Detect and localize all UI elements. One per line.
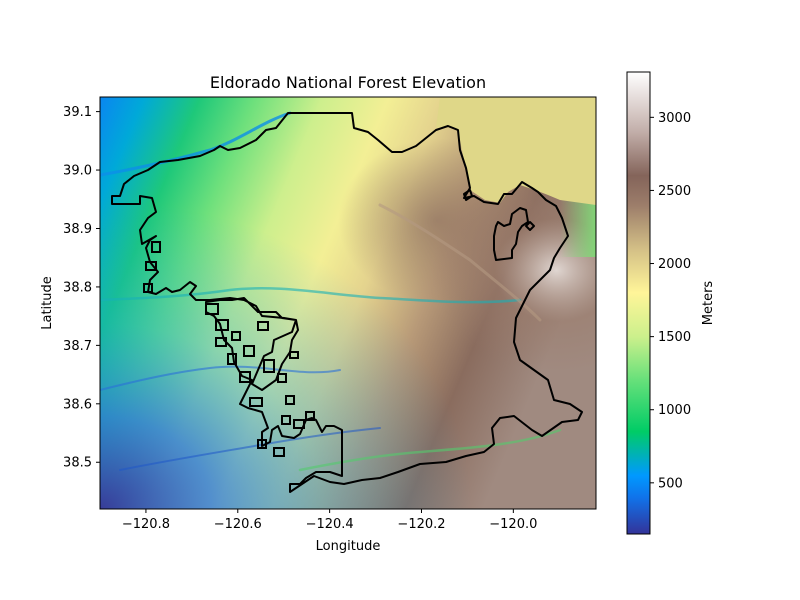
- high-plateau-lake: [436, 97, 596, 205]
- map-title: Eldorado National Forest Elevation: [210, 73, 486, 92]
- x-axis-label: Longitude: [316, 539, 381, 554]
- y-axis-label: Latitude: [40, 276, 55, 330]
- forest-boundary: [111, 112, 583, 493]
- map-axes: −120.8 −120.6 −120.4 −120.2 −120.0 38.538.63…: [40, 96, 597, 554]
- plot-frame: [99, 96, 597, 510]
- y-tick-label: 38.7: [63, 339, 92, 354]
- colorbar-label: Meters: [701, 281, 716, 326]
- map-plot-area: [100, 97, 596, 509]
- forest-parcels: [143, 241, 315, 457]
- colorbar-tick-label: 3000: [658, 111, 691, 126]
- boundary-ne-patch: [525, 221, 535, 231]
- y-tick-label: 38.6: [63, 397, 92, 412]
- y-tick-label: 38.5: [63, 456, 92, 471]
- river-canyons: [100, 111, 562, 472]
- x-axis-ticks: −120.8 −120.6 −120.4 −120.2 −120.0: [122, 509, 537, 532]
- colorbar-tick-label: 500: [658, 476, 683, 491]
- x-tick-label: −120.0: [489, 517, 537, 532]
- y-axis-ticks: 38.5 38.6 38.7 38.8 38.9 39.0 39.1: [63, 105, 100, 471]
- y-tick-label: 39.0: [63, 164, 92, 179]
- boundary-east-inholding: [493, 207, 529, 261]
- colorbar-gradient: [626, 71, 651, 535]
- x-tick-label: −120.8: [122, 517, 170, 532]
- boundary-main: [111, 112, 583, 493]
- y-tick-label: 38.9: [63, 222, 92, 237]
- colorbar-tick-label: 1000: [658, 403, 691, 418]
- colorbar-ticks: 500 1000 1500 2000 2500 3000: [650, 111, 691, 491]
- boundary-north-patch: [463, 189, 473, 201]
- x-tick-label: −120.2: [397, 517, 445, 532]
- colorbar: 500 1000 1500 2000 2500 3000 Meters: [626, 71, 716, 535]
- colorbar-tick-label: 2000: [658, 257, 691, 272]
- y-tick-label: 39.1: [63, 105, 92, 120]
- x-tick-label: −120.4: [306, 517, 354, 532]
- y-tick-label: 38.8: [63, 280, 92, 295]
- colorbar-tick-label: 2500: [658, 184, 691, 199]
- colorbar-tick-label: 1500: [658, 330, 691, 345]
- x-tick-label: −120.6: [214, 517, 262, 532]
